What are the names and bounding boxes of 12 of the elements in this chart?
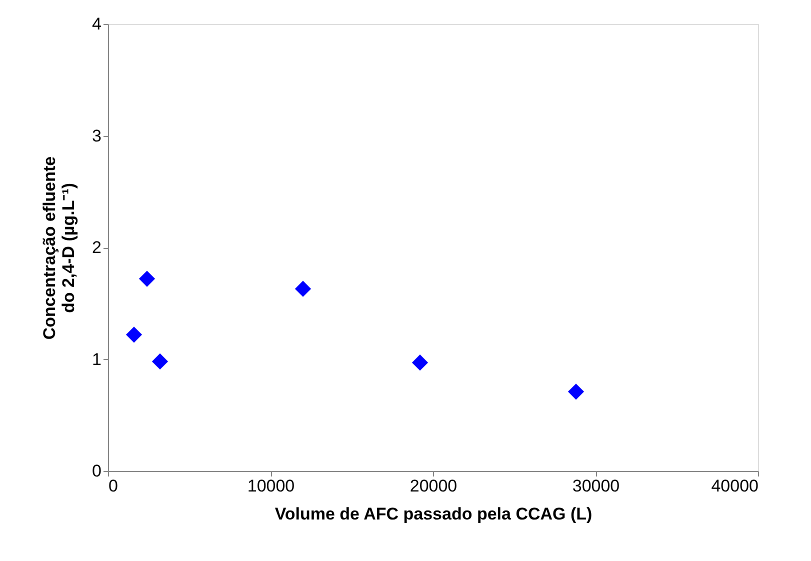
y-axis-title: Concentração efluente do 2,4-D (µg.L⁻¹): [40, 156, 78, 340]
x-tick-label: 30000: [572, 476, 620, 496]
y-tick-label: 1: [92, 350, 102, 369]
x-tick-label: 10000: [247, 476, 295, 496]
x-axis-title: Volume de AFC passado pela CCAG (L): [274, 504, 592, 524]
y-tick-label: 0: [92, 462, 102, 480]
x-tick-label: 20000: [410, 476, 458, 496]
x-tick-label: 40000: [711, 476, 758, 496]
x-tick-label: 0: [108, 476, 118, 496]
y-tick-label: 2: [92, 238, 102, 257]
y-tick-label: 3: [92, 126, 102, 146]
y-tick-label: 4: [92, 14, 102, 34]
